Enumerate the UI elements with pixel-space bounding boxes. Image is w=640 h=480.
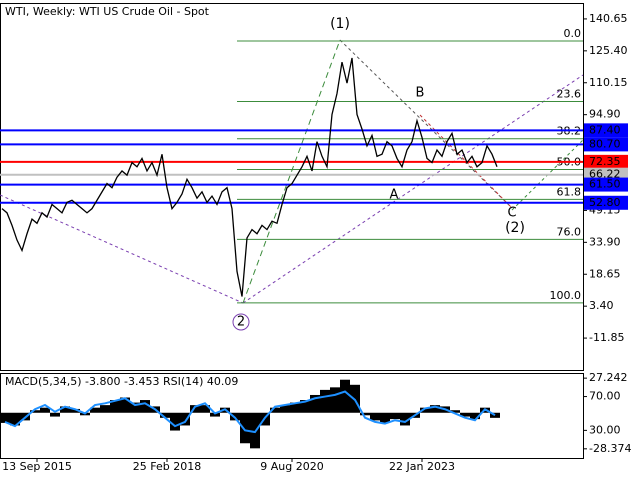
- wave-label: (1): [330, 16, 350, 32]
- price-label: 80.70: [589, 137, 621, 150]
- wave-label: C: [507, 206, 516, 221]
- macd-bar: [170, 412, 180, 431]
- macd-bar: [210, 412, 220, 417]
- x-tick-label: 13 Sep 2015: [2, 460, 72, 473]
- fib-label: 76.0: [557, 225, 582, 238]
- fib-label: 61.8: [557, 185, 582, 198]
- macd-bar: [140, 400, 150, 413]
- macd-bar: [320, 389, 330, 413]
- price-label-box: [584, 154, 628, 169]
- macd-bar: [340, 379, 350, 413]
- wave-line: [339, 39, 513, 209]
- macd-bar: [60, 406, 70, 413]
- wave-label: A: [390, 188, 399, 203]
- macd-bar: [330, 387, 340, 413]
- wave-label: 2: [237, 315, 245, 330]
- price-label: 52.80: [589, 196, 621, 209]
- y2-tick-label: 30.00: [589, 423, 621, 436]
- wave-label: (2): [505, 220, 525, 236]
- wave-line: [419, 114, 513, 209]
- price-line-series: [1, 57, 498, 297]
- fib-label: 100.0: [550, 289, 582, 302]
- price-label-box: [584, 177, 628, 192]
- macd-bar: [380, 412, 390, 423]
- wave-circle: [232, 313, 250, 331]
- x-tick-label: 22 Jan 2023: [389, 460, 455, 473]
- macd-bar: [180, 412, 190, 426]
- macd-bar: [240, 412, 250, 444]
- macd-bar: [300, 400, 310, 413]
- macd-bar: [200, 405, 210, 413]
- macd-bar: [460, 412, 470, 417]
- macd-bar: [120, 397, 130, 413]
- macd-bar: [40, 407, 50, 413]
- macd-bar: [70, 408, 80, 413]
- fib-label: 23.6: [557, 87, 582, 100]
- wave-line: [242, 39, 341, 304]
- y-tick-label: 94.90: [589, 108, 621, 121]
- price-label: 66.22: [589, 168, 621, 181]
- macd-bar: [130, 402, 140, 413]
- price-label-box: [584, 123, 628, 138]
- macd-bar: [310, 394, 320, 413]
- x-tick-label: 9 Aug 2020: [260, 460, 323, 473]
- macd-bar: [280, 405, 290, 413]
- price-label: 87.40: [589, 123, 621, 136]
- wave-line: [242, 74, 584, 304]
- main-frame: [0, 3, 584, 371]
- macd-bar: [360, 412, 370, 416]
- macd-bar: [490, 412, 500, 418]
- y2-tick-label: 70.00: [589, 390, 621, 403]
- y-tick-label: 18.65: [589, 267, 621, 280]
- macd-bar: [420, 407, 430, 413]
- macd-bar: [90, 407, 100, 413]
- macd-bar: [160, 412, 170, 418]
- macd-bar: [450, 410, 460, 413]
- macd-bar: [110, 400, 120, 413]
- y-tick-label: -28.374: [589, 442, 631, 455]
- price-label-box: [584, 195, 628, 210]
- macd-bar: [430, 405, 440, 413]
- macd-bar: [0, 412, 10, 423]
- y-tick-label: 3.40: [589, 299, 614, 312]
- macd-bar: [100, 405, 110, 413]
- y-tick-label: 140.65: [589, 12, 628, 25]
- wave-line: [0, 194, 244, 304]
- price-label: 72.35: [589, 155, 621, 168]
- rsi-line: [4, 390, 496, 434]
- macd-bar: [370, 412, 380, 421]
- price-label-box: [584, 137, 628, 152]
- macd-bar: [270, 407, 280, 413]
- fib-label: 0.0: [564, 27, 582, 40]
- chart-title: WTI, Weekly: WTI US Crude Oil - Spot: [5, 5, 210, 18]
- indicator-title: MACD(5,34,5) -3.800 -3.453 RSI(14) 40.09: [5, 375, 238, 388]
- y-tick-label: 27.242: [589, 371, 628, 384]
- y-tick-label: 33.90: [589, 235, 621, 248]
- macd-bar: [470, 412, 480, 420]
- y-tick-label: -11.85: [589, 331, 624, 344]
- macd-bar: [400, 412, 410, 426]
- x-tick-label: 25 Feb 2018: [133, 460, 201, 473]
- macd-bar: [30, 410, 40, 413]
- macd-bar: [390, 412, 400, 420]
- macd-bar: [50, 412, 60, 417]
- macd-bar: [290, 402, 300, 413]
- y-tick-label: 125.40: [589, 44, 628, 57]
- macd-bar: [10, 412, 20, 426]
- wave-label: B: [416, 86, 425, 101]
- price-label: 61.50: [589, 178, 621, 191]
- macd-bar: [190, 405, 200, 413]
- y-tick-label: 110.15: [589, 76, 628, 89]
